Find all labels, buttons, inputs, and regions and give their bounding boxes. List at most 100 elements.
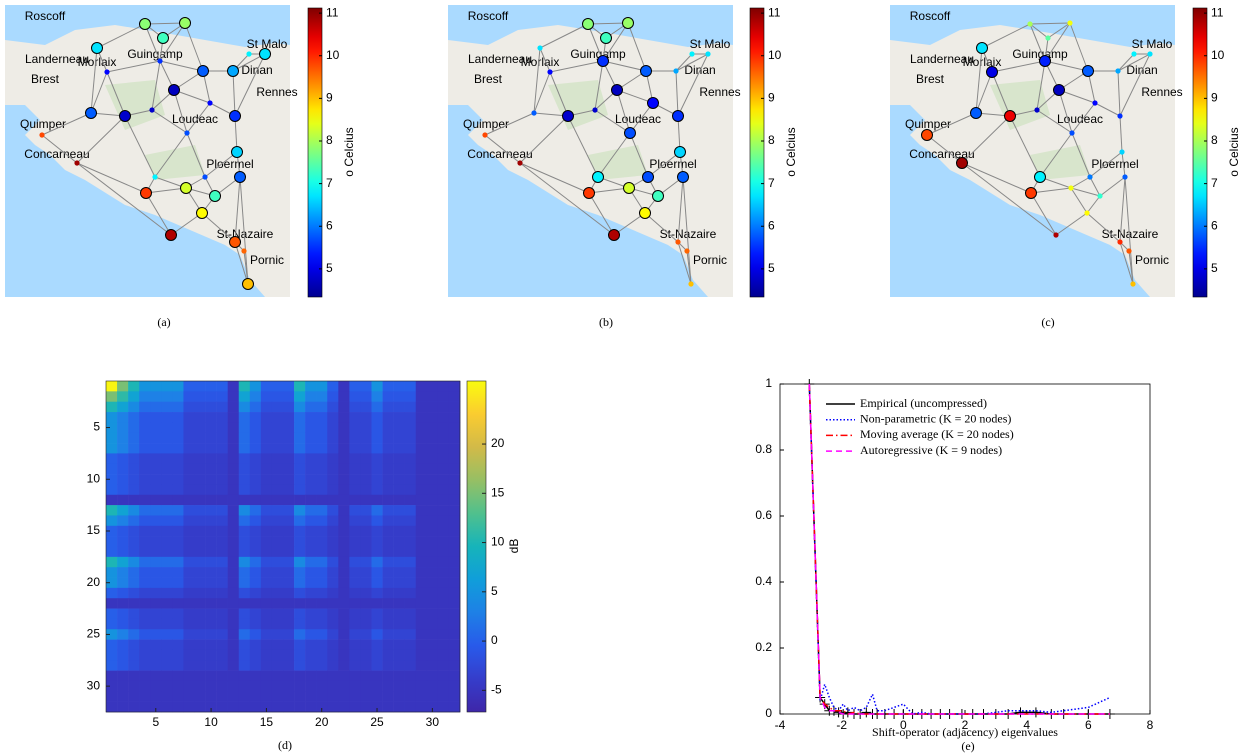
heatmap-cell <box>360 495 371 506</box>
heatmap-cell <box>427 691 438 702</box>
node <box>149 107 154 112</box>
heatmap-cell <box>338 391 349 402</box>
map-panel: RoscoffBrestLanderneauMorlaixQuimperConc… <box>5 5 298 297</box>
heatmap-cell <box>117 598 128 609</box>
heatmap-cell <box>261 536 272 547</box>
heatmap-cell <box>416 474 427 485</box>
heatmap-cell <box>294 474 305 485</box>
heatmap-cell <box>139 453 150 464</box>
sampled-node <box>612 85 623 96</box>
heatmap-cell <box>449 691 460 702</box>
heatmap-cell <box>327 391 338 402</box>
heatmap-cell <box>416 557 427 568</box>
heatmap-cell <box>183 671 194 682</box>
heatmap-cell <box>272 557 283 568</box>
heatmap-cell <box>427 681 438 692</box>
heatmap-cell <box>394 629 405 640</box>
heatmap-cell <box>394 422 405 433</box>
heatmap-cell <box>261 484 272 495</box>
heatmap-cell <box>161 640 172 651</box>
heatmap-cell <box>161 474 172 485</box>
caption: (b) <box>599 315 613 329</box>
heatmap-cell <box>283 412 294 423</box>
heatmap-cell <box>438 433 449 444</box>
heatmap-cell <box>438 650 449 661</box>
sampled-node <box>180 18 191 29</box>
place-label: Concarneau <box>24 147 89 161</box>
heatmap-cell <box>195 433 206 444</box>
heatmap-cell <box>172 484 183 495</box>
heatmap-cell <box>239 464 250 475</box>
heatmap-cell <box>405 464 416 475</box>
heatmap-cell <box>128 412 139 423</box>
heatmap-cell <box>327 671 338 682</box>
heatmap-cell <box>228 422 239 433</box>
heatmap-cell <box>206 381 217 392</box>
heatmap-cell <box>217 381 228 392</box>
sampled-node <box>235 172 246 183</box>
heatmap-cell <box>416 681 427 692</box>
heatmap-cell <box>217 547 228 558</box>
sampled-node <box>230 111 241 122</box>
heatmap-cell <box>206 567 217 578</box>
sampled-node <box>675 147 686 158</box>
heatmap-cell <box>117 588 128 599</box>
heatmap-cell <box>349 578 360 589</box>
node <box>1117 239 1122 244</box>
heatmap-cell <box>217 619 228 630</box>
heatmap-cell <box>217 495 228 506</box>
heatmap-cell <box>338 464 349 475</box>
sampled-node <box>232 147 243 158</box>
heatmap-cell <box>294 484 305 495</box>
heatmap-cell <box>250 422 261 433</box>
heatmap-cell <box>272 681 283 692</box>
heatmap-cell <box>316 547 327 558</box>
heatmap-cell <box>394 484 405 495</box>
heatmap-cell <box>217 443 228 454</box>
heatmap-cell <box>327 515 338 526</box>
heatmap-cell <box>394 640 405 651</box>
heatmap-cell <box>117 412 128 423</box>
heatmap-cell <box>349 660 360 671</box>
heatmap-cell <box>150 422 161 433</box>
heatmap-cell <box>183 578 194 589</box>
heatmap-cell <box>239 702 250 713</box>
heatmap-cell <box>139 702 150 713</box>
place-label: Morlaix <box>78 55 117 69</box>
node <box>1117 113 1122 118</box>
heatmap-cell <box>117 453 128 464</box>
heatmap-cell <box>117 474 128 485</box>
heatmap-cell <box>106 443 117 454</box>
heatmap-cell <box>305 505 316 516</box>
heatmap-cell <box>383 629 394 640</box>
heatmap-cell <box>316 536 327 547</box>
heatmap-cell <box>206 547 217 558</box>
heatmap-cell <box>172 526 183 537</box>
sampled-node <box>210 191 221 202</box>
heatmap-cell <box>106 702 117 713</box>
heatmap-cell <box>139 578 150 589</box>
heatmap-cell <box>272 671 283 682</box>
heatmap-cell <box>161 660 172 671</box>
heatmap-cell <box>405 702 416 713</box>
heatmap-cell <box>405 391 416 402</box>
heatmap-cell <box>383 495 394 506</box>
heatmap-cell <box>372 515 383 526</box>
sampled-node <box>624 183 635 194</box>
heatmap-cell <box>261 381 272 392</box>
heatmap-cell <box>228 505 239 516</box>
heatmap-cell <box>161 681 172 692</box>
node <box>1097 193 1102 198</box>
heatmap-cell <box>117 702 128 713</box>
heatmap-cell <box>394 391 405 402</box>
heatmap-cell <box>316 629 327 640</box>
heatmap-cell <box>416 381 427 392</box>
heatmap-cell <box>383 609 394 620</box>
heatmap-cell <box>283 588 294 599</box>
node <box>184 130 189 135</box>
heatmap-cell <box>139 422 150 433</box>
heatmap-cell <box>394 412 405 423</box>
heatmap-cell <box>239 422 250 433</box>
heatmap-cell <box>195 557 206 568</box>
heatmap-cell <box>206 629 217 640</box>
